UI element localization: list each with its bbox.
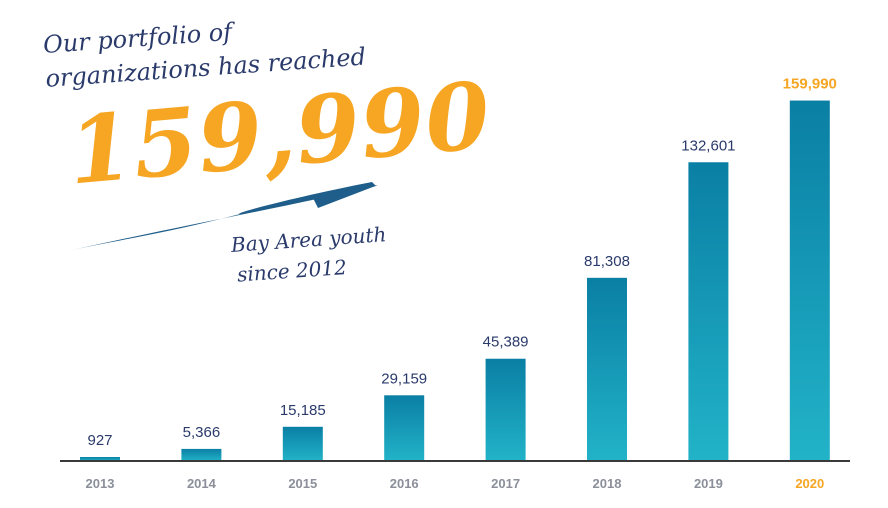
value-label-2020: 159,990 [783, 76, 837, 93]
x-tick-2016: 2016 [390, 476, 419, 491]
bar-2020 [789, 100, 830, 461]
swoosh-arrow-head [312, 185, 378, 208]
value-label-2017: 45,389 [483, 334, 529, 351]
bar-2013 [80, 457, 120, 461]
value-label-2018: 81,308 [584, 253, 630, 270]
bar-2017 [485, 358, 526, 461]
swoosh-arrow [72, 182, 376, 250]
x-tick-2019: 2019 [694, 476, 723, 491]
x-tick-2014: 2014 [187, 476, 217, 491]
x-tick-2017: 2017 [491, 476, 520, 491]
x-tick-2013: 2013 [86, 476, 115, 491]
x-tick-2018: 2018 [593, 476, 622, 491]
value-label-2016: 29,159 [381, 370, 427, 387]
bar-2015 [282, 426, 323, 461]
x-tick-2015: 2015 [288, 476, 317, 491]
bar-2018 [587, 277, 627, 461]
value-label-2013: 927 [87, 432, 112, 449]
value-label-2015: 15,185 [280, 402, 326, 419]
bar-2019 [688, 162, 729, 461]
bar-2016 [384, 395, 425, 461]
value-label-2019: 132,601 [681, 137, 735, 154]
x-tick-2020: 2020 [795, 476, 824, 491]
tail-text: Bay Area youth since 2012 [230, 219, 389, 290]
value-label-2014: 5,366 [183, 424, 221, 441]
bar-2014 [181, 448, 222, 461]
